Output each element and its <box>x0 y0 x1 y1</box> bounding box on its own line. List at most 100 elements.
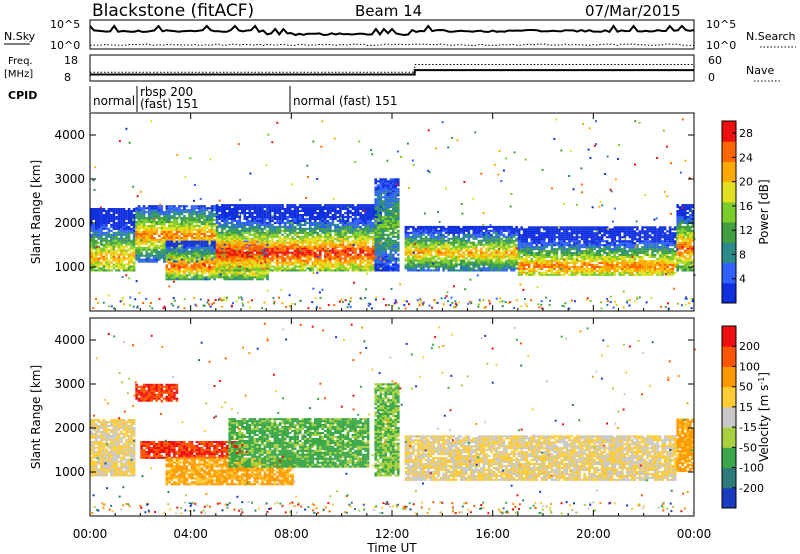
heatmap-cell <box>427 263 430 266</box>
heatmap-cell <box>326 233 330 236</box>
heatmap-cell <box>374 214 377 217</box>
heatmap-cell <box>205 219 209 222</box>
heatmap-cell <box>412 233 415 236</box>
heatmap-cell <box>329 221 332 224</box>
heatmap-cell <box>152 250 156 253</box>
heatmap-cell <box>384 188 387 191</box>
heatmap-cell <box>376 235 380 238</box>
heatmap-cell <box>344 239 347 242</box>
heatmap-cell <box>381 192 385 195</box>
heatmap-cell <box>213 258 216 261</box>
heatmap-cell <box>190 228 194 231</box>
heatmap-cell <box>293 227 297 230</box>
heatmap-cell <box>374 225 377 228</box>
heatmap-cell <box>241 249 244 252</box>
heatmap-cell <box>213 266 216 269</box>
heatmap-cell <box>188 232 191 235</box>
heatmap-cell <box>341 239 345 242</box>
heatmap-cell <box>422 249 425 252</box>
heatmap-cell <box>326 247 330 250</box>
heatmap-cell <box>132 245 136 248</box>
heatmap-cell <box>276 261 279 264</box>
heatmap-cell <box>442 267 445 270</box>
heatmap-cell <box>308 223 312 226</box>
heatmap-cell <box>273 245 277 248</box>
heatmap-cell <box>152 254 156 257</box>
heatmap-cell <box>122 217 126 220</box>
heatmap-cell <box>369 216 372 219</box>
heatmap-cell <box>135 225 138 228</box>
heatmap-cell <box>130 212 133 215</box>
heatmap-cell <box>459 231 463 234</box>
heatmap-cell <box>412 249 415 252</box>
heatmap-cell <box>293 263 297 266</box>
heatmap-cell <box>394 257 398 260</box>
heatmap-cell <box>142 242 146 245</box>
heatmap-cell <box>371 247 375 250</box>
heatmap-cell <box>225 267 229 270</box>
heatmap-cell <box>303 204 307 207</box>
heatmap-cell <box>132 227 136 230</box>
heatmap-cell <box>351 245 355 248</box>
heatmap-cell <box>195 270 199 273</box>
heatmap-cell <box>246 261 249 264</box>
cpid-entry-1-line1: rbsp 200 <box>140 85 193 99</box>
heatmap-cell <box>419 265 423 268</box>
heatmap-cell <box>210 234 214 237</box>
heatmap-cell <box>381 178 385 181</box>
heatmap-cell <box>263 274 267 277</box>
heatmap-cell <box>392 253 395 256</box>
heatmap-cell <box>319 219 322 222</box>
heatmap-cell <box>319 235 322 238</box>
heatmap-cell <box>389 223 393 226</box>
heatmap-cell <box>308 221 312 224</box>
heatmap-cell <box>125 241 128 244</box>
heatmap-cell <box>95 227 98 230</box>
heatmap-cell <box>311 221 315 224</box>
heatmap-cell <box>185 236 189 239</box>
heatmap-cell <box>379 204 382 207</box>
heatmap-cell <box>424 253 428 256</box>
heatmap-cell <box>205 276 209 279</box>
heatmap-cell <box>246 265 249 268</box>
heatmap-cell <box>175 217 179 220</box>
heatmap-cell <box>266 245 269 248</box>
heatmap-cell <box>281 204 284 207</box>
heatmap-cell <box>457 227 460 230</box>
heatmap-cell <box>256 229 259 232</box>
heatmap-cell <box>112 216 116 219</box>
heatmap-cell <box>145 260 148 263</box>
heatmap-cell <box>286 225 289 228</box>
heatmap-cell <box>183 215 186 218</box>
heatmap-cell <box>115 227 118 230</box>
heatmap-cell <box>346 237 350 240</box>
heatmap-cell <box>198 230 201 233</box>
heatmap-cell <box>447 269 450 272</box>
heatmap-cell <box>258 210 262 213</box>
heatmap-cell <box>183 207 186 210</box>
heatmap-cell <box>256 249 259 252</box>
heatmap-cell <box>193 209 196 212</box>
heatmap-cell <box>346 251 350 254</box>
heatmap-cell <box>100 241 103 244</box>
heatmap-cell <box>198 244 201 247</box>
heatmap-cell <box>273 214 277 217</box>
heatmap-cell <box>364 253 367 256</box>
heatmap-cell <box>97 247 101 250</box>
heatmap-cell <box>334 204 337 207</box>
heatmap-cell <box>366 267 370 270</box>
heatmap-cell <box>407 253 410 256</box>
heatmap-cell <box>163 217 166 220</box>
heatmap-cell <box>95 265 98 268</box>
heatmap-cell <box>130 255 133 258</box>
heatmap-cell <box>273 231 277 234</box>
heatmap-cell <box>178 276 181 279</box>
heatmap-cell <box>228 263 231 266</box>
heatmap-cell <box>407 233 410 236</box>
heatmap-cell <box>379 229 382 232</box>
heatmap-cell <box>298 216 302 219</box>
heatmap-cell <box>356 210 360 213</box>
heatmap-cell <box>213 252 216 255</box>
heatmap-cell <box>326 251 330 254</box>
heatmap-cell <box>266 206 269 209</box>
